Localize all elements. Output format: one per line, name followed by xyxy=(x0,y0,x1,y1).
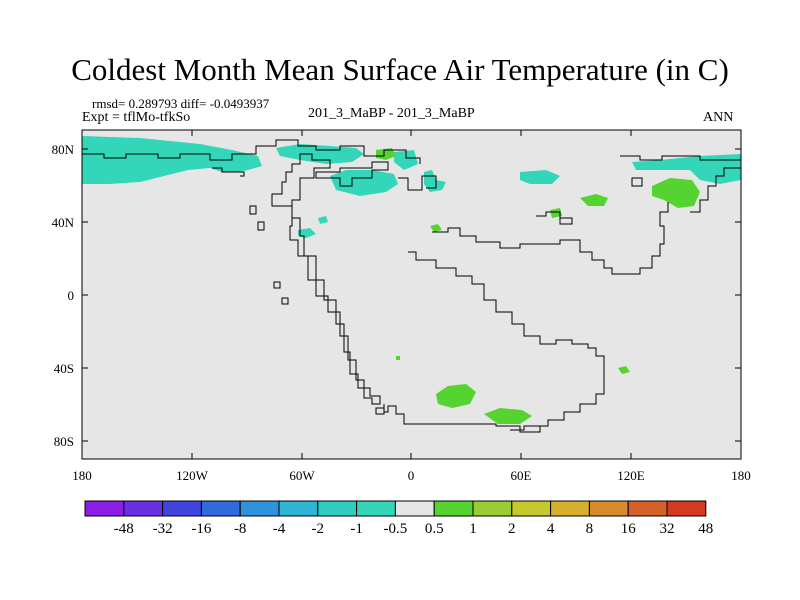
colorbar-box xyxy=(588,500,629,517)
americas-outline xyxy=(271,153,381,405)
north-africa-warm-region xyxy=(430,224,442,232)
small-island-5 xyxy=(375,407,385,415)
east-asia-coast-outline xyxy=(690,167,741,213)
middle-east-warm-region xyxy=(550,208,562,218)
y-tick-label: 40N xyxy=(52,215,75,230)
colorbar-box xyxy=(239,500,280,517)
asia-north-coast-line xyxy=(620,155,741,161)
x-tick-label: 60E xyxy=(511,468,532,483)
x-tick-label: 180 xyxy=(731,468,751,483)
japan-outline xyxy=(631,177,643,187)
y-tick-label: 80N xyxy=(52,142,75,157)
colorbar-label: -4 xyxy=(273,521,286,537)
north-coast-line xyxy=(82,139,421,164)
map-background xyxy=(82,130,741,459)
colorbar-box xyxy=(317,500,358,517)
colorbar-box xyxy=(162,500,202,517)
colorbar-box xyxy=(278,500,319,517)
colorbar-label: -0.5 xyxy=(384,521,408,537)
asia-interior-outline xyxy=(536,211,573,225)
y-tick-label: 40S xyxy=(54,361,74,376)
colorbar-label: -2 xyxy=(312,521,325,537)
small-island-4 xyxy=(281,297,289,305)
y-tick-label: 80S xyxy=(54,434,74,449)
greenland-region xyxy=(276,144,364,164)
negative-anomaly-regions xyxy=(82,136,741,238)
colorbar: -48 -32 -16 -8 -4 -2 -1 -0.5 0.5 1 2 4 8 16 32 48 xyxy=(84,500,713,537)
colorbar-label: 16 xyxy=(621,521,637,537)
arctic-north-america-region xyxy=(82,136,262,184)
colorbar-label: 8 xyxy=(586,521,594,537)
colorbar-label: 0.5 xyxy=(425,521,444,537)
small-island-2 xyxy=(257,221,265,231)
small-island-1 xyxy=(249,205,257,215)
europe-outline xyxy=(398,175,437,191)
x-tick-label: 60W xyxy=(289,468,315,483)
positive-anomaly-regions xyxy=(376,148,700,424)
colorbar-label: -48 xyxy=(114,521,134,537)
colorbar-box xyxy=(356,500,396,517)
africa-south-outline xyxy=(383,251,605,433)
tick-marks xyxy=(82,130,741,459)
colorbar-box xyxy=(666,500,707,517)
south-atlantic-warm-region xyxy=(436,384,476,408)
colorbar-label: -1 xyxy=(350,521,363,537)
greenland-outline xyxy=(315,161,389,187)
y-tick-label: 0 xyxy=(68,288,75,303)
colorbar-label: -16 xyxy=(191,521,211,537)
colorbar-label: 2 xyxy=(508,521,516,537)
arctic-asia-region xyxy=(632,154,741,184)
colorbar-label: 4 xyxy=(547,521,555,537)
colorbar-box xyxy=(511,500,552,517)
colorbar-label: 1 xyxy=(469,521,477,537)
colorbar-box xyxy=(472,500,513,517)
season-label: ANN xyxy=(703,110,734,125)
arctic-europe-region xyxy=(394,150,418,170)
bering-region xyxy=(82,158,98,170)
north-atlantic-region xyxy=(330,170,398,196)
colorbar-label: -8 xyxy=(234,521,247,537)
figure-title: Coldest Month Mean Surface Air Temperatu… xyxy=(71,52,729,87)
x-tick-label: 0 xyxy=(408,468,415,483)
x-tick-label: 120W xyxy=(176,468,209,483)
expt-label: Expt = tflMo-tfkSo xyxy=(82,110,191,125)
colorbar-box xyxy=(394,500,435,517)
colorbar-box xyxy=(627,500,668,517)
colorbar-label: 48 xyxy=(698,521,713,537)
stats-label: rmsd= 0.289793 diff= -0.0493937 xyxy=(92,96,270,111)
colorbar-box xyxy=(433,500,474,517)
small-island-3 xyxy=(273,281,281,289)
atlantic-small-region-2 xyxy=(318,216,328,224)
arctic-europe-warm-region xyxy=(376,148,396,160)
colorbar-label: 32 xyxy=(660,521,675,537)
pacific-warm-dot xyxy=(396,356,400,360)
antarctic-tip-outline xyxy=(510,425,540,431)
indian-ocean-warm-region xyxy=(618,366,630,374)
colorbar-box xyxy=(84,500,125,517)
africa-eurasia-outline xyxy=(432,202,669,275)
subtitle-label: 201_3_MaBP - 201_3_MaBP xyxy=(308,106,475,121)
x-tick-label: 180 xyxy=(72,468,92,483)
siberia-region xyxy=(520,170,560,184)
colorbar-box xyxy=(550,500,590,517)
colorbar-box xyxy=(123,500,164,517)
colorbar-label: -32 xyxy=(153,521,173,537)
southern-ocean-warm-region xyxy=(484,408,532,424)
east-asia-warm-region xyxy=(652,178,700,208)
mongolia-warm-region xyxy=(580,194,608,206)
colorbar-box xyxy=(200,500,241,517)
x-tick-label: 120E xyxy=(617,468,645,483)
coastlines xyxy=(82,139,741,433)
alaska-coast-line xyxy=(212,167,245,177)
